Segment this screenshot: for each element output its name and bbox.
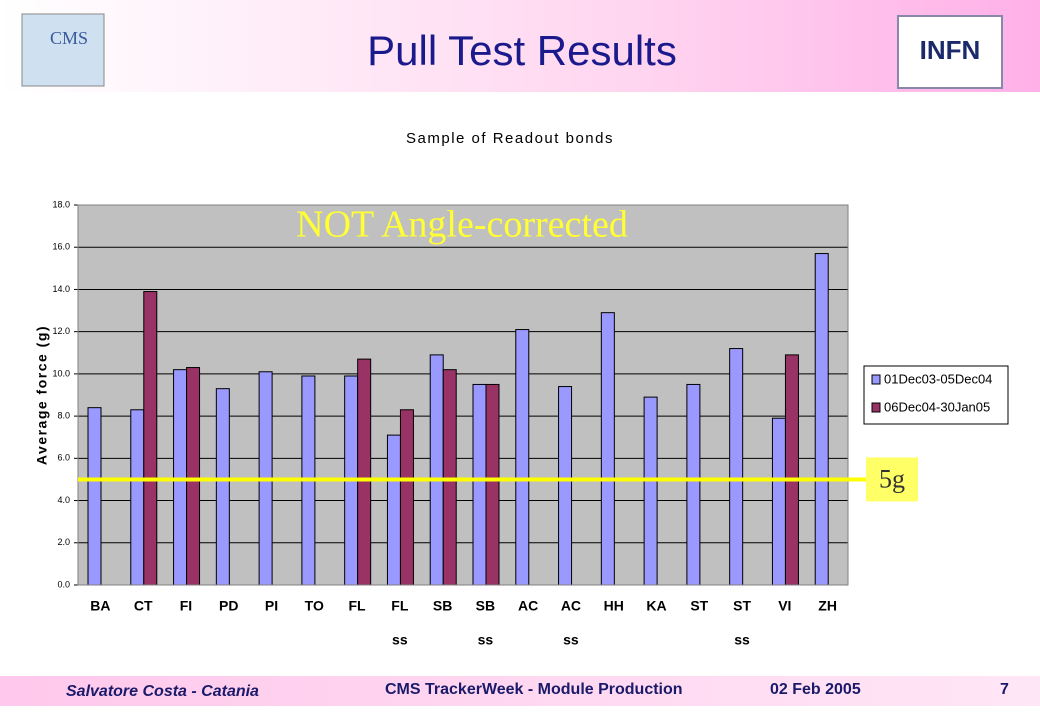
x-tick-label: PI: [265, 598, 278, 614]
y-tick-label: 4.0: [57, 495, 70, 505]
bar: [386, 434, 401, 586]
x-tick-label: ZH: [818, 598, 837, 614]
bar: [357, 358, 372, 586]
plot-area: [78, 205, 848, 585]
bar: [215, 388, 230, 586]
bar: [399, 409, 414, 586]
footer-event: CMS TrackerWeek - Module Production: [385, 681, 683, 698]
logo-text: INFN: [920, 35, 981, 65]
y-tick-label: 2.0: [57, 537, 70, 547]
footer-date: 02 Feb 2005: [770, 681, 861, 698]
bar: [600, 312, 615, 586]
x-tick-label: FI: [180, 598, 192, 614]
bar: [729, 348, 744, 586]
y-tick-label: 16.0: [52, 242, 70, 252]
x-tick-label: ss: [478, 632, 494, 648]
x-tick-label: BA: [90, 598, 110, 614]
bar: [186, 367, 201, 586]
bar: [515, 329, 530, 586]
x-tick-label: CT: [134, 598, 153, 614]
footer-page: 7: [1000, 681, 1009, 698]
x-tick-label: ST: [690, 598, 708, 614]
legend-swatch: [871, 402, 881, 413]
x-tick-label: KA: [646, 598, 666, 614]
logo-text: CMS: [50, 28, 88, 48]
bar: [442, 369, 457, 586]
y-tick-label: 10.0: [52, 368, 70, 378]
bar: [771, 417, 786, 586]
plot-frame: [77, 204, 849, 586]
bar: [87, 407, 102, 586]
footer-band: [0, 676, 1040, 706]
y-tick-label: 6.0: [57, 453, 70, 463]
x-tick-label: FL: [349, 598, 367, 614]
annotation: NOT Angle-corrected: [296, 204, 628, 246]
bar: [558, 386, 573, 586]
y-tick-label: 18.0: [52, 199, 70, 209]
x-tick-label: ss: [392, 632, 408, 648]
bar: [643, 396, 658, 586]
bar: [485, 383, 500, 586]
y-tick-label: 8.0: [57, 410, 70, 420]
reference-box: [866, 457, 918, 502]
x-tick-label: ss: [563, 632, 579, 648]
bar: [429, 354, 444, 586]
bar: [130, 409, 145, 586]
x-tick-label: ST: [733, 598, 751, 614]
bar: [472, 383, 487, 586]
x-tick-label: FL: [391, 598, 409, 614]
y-axis-label: Average force (g): [34, 325, 50, 465]
footer-author: Salvatore Costa - Catania: [66, 683, 259, 700]
x-tick-label: HH: [604, 598, 624, 614]
infn-logo: [897, 15, 1003, 89]
legend-swatch: [871, 374, 881, 385]
chart-title: Sample of Readout bonds: [406, 130, 614, 147]
x-tick-label: AC: [561, 598, 581, 614]
y-tick-label: 14.0: [52, 284, 70, 294]
legend-label: 01Dec03-05Dec04: [884, 371, 992, 386]
bar: [143, 291, 158, 586]
cms-logo: [21, 13, 105, 87]
x-tick-label: SB: [433, 598, 452, 614]
reference-label: 5g: [879, 464, 905, 493]
x-tick-label: ss: [734, 632, 750, 648]
bar: [814, 253, 829, 586]
legend: [863, 365, 1009, 425]
y-tick-label: 12.0: [52, 326, 70, 336]
header-band: [0, 0, 1040, 92]
x-tick-label: VI: [778, 598, 791, 614]
bar: [784, 354, 799, 586]
x-tick-label: AC: [518, 598, 538, 614]
x-tick-label: PD: [219, 598, 238, 614]
y-tick-label: 0.0: [57, 579, 70, 589]
x-tick-label: SB: [476, 598, 495, 614]
bar: [173, 369, 188, 586]
x-tick-label: TO: [305, 598, 324, 614]
bar: [686, 383, 701, 586]
legend-label: 06Dec04-30Jan05: [884, 399, 990, 414]
slide-title: Pull Test Results: [367, 27, 677, 74]
